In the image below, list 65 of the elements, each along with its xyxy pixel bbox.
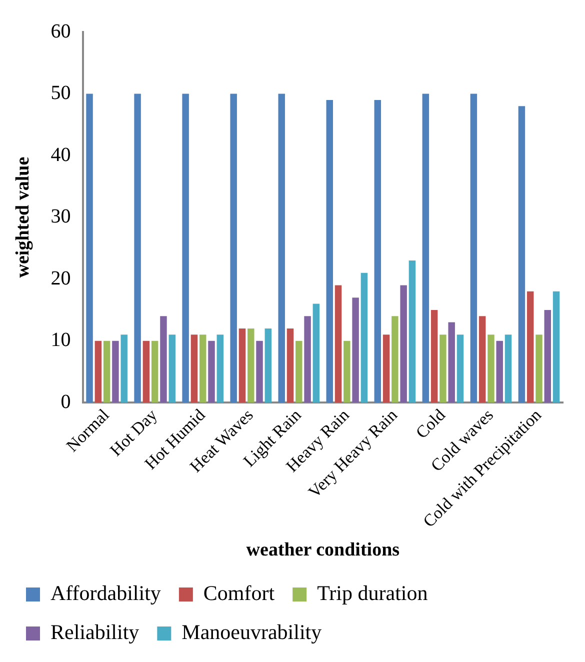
bar [264, 328, 272, 403]
bar [408, 260, 416, 403]
bar [374, 100, 382, 403]
bar [278, 94, 285, 403]
bar [382, 334, 390, 403]
bar [190, 334, 198, 403]
legend-label: Affordability [50, 581, 162, 606]
bar [256, 340, 263, 403]
bar [360, 272, 368, 403]
bar [478, 316, 486, 403]
y-tick-label: 60 [50, 20, 71, 42]
x-tick-label: Cold [412, 405, 450, 442]
x-axis-title: weather conditions [246, 540, 400, 561]
bar [334, 285, 342, 403]
y-tick-label: 10 [50, 329, 71, 352]
bar [496, 340, 503, 403]
bar [86, 94, 93, 403]
bar [216, 334, 224, 403]
bar [470, 94, 478, 403]
bar [134, 94, 141, 403]
bar [430, 310, 438, 403]
bar [536, 334, 542, 403]
bar [208, 340, 215, 403]
bar [168, 334, 176, 403]
y-tick-label: 30 [50, 206, 71, 228]
legend-label: Trip duration [317, 581, 428, 606]
bar [312, 304, 320, 403]
bar [344, 340, 350, 403]
bar [120, 334, 128, 403]
bar [518, 106, 526, 403]
bar [238, 328, 246, 403]
y-axis-title: weighted value [12, 156, 34, 278]
bar [142, 340, 150, 403]
bar [552, 291, 560, 403]
bar [326, 100, 333, 403]
bar [526, 291, 534, 403]
y-tick-label: 20 [50, 267, 71, 290]
bar [544, 310, 552, 403]
bar [103, 340, 110, 403]
bar [488, 334, 494, 403]
bar [304, 316, 311, 403]
bar [230, 94, 237, 403]
bar [422, 94, 430, 403]
bar [151, 340, 158, 403]
bar [456, 334, 464, 403]
bar [199, 334, 206, 403]
bar [296, 340, 302, 403]
bar [448, 322, 455, 403]
legend-label: Reliability [50, 620, 140, 644]
legend-label: Comfort [203, 581, 275, 606]
bar [160, 316, 167, 403]
bar [352, 298, 359, 403]
legend-label: Manoeuvrability [182, 620, 322, 644]
bar [112, 340, 119, 403]
bar [286, 328, 294, 403]
bar [182, 94, 189, 403]
bar [248, 328, 254, 403]
bar [400, 285, 407, 403]
bar [94, 340, 102, 403]
y-tick-label: 0 [60, 390, 71, 413]
y-tick-label: 40 [50, 144, 71, 166]
bar [392, 316, 398, 403]
bar [440, 334, 446, 403]
y-tick-label: 50 [50, 82, 71, 104]
bar [504, 334, 512, 403]
